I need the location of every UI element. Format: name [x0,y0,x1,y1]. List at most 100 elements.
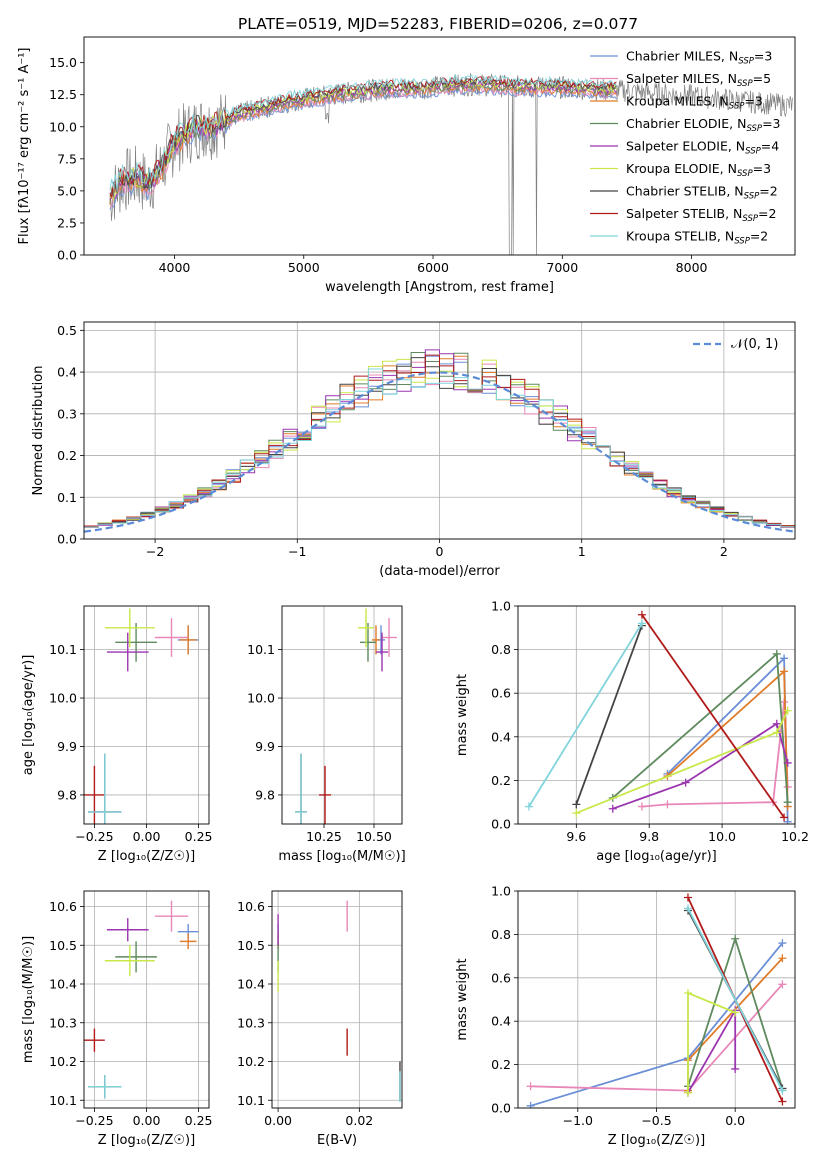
plot-marks [277,900,401,1103]
series-marker [783,798,792,807]
series-marker [780,654,789,663]
y-tick-label: 0.6 [491,686,511,701]
series-line [575,625,643,805]
x-tick-label: 0.00 [133,1113,161,1128]
series-marker [572,800,581,809]
x-tick-label: −1.0 [563,1113,593,1128]
point-kroupa-stelib [88,1075,122,1099]
y-tick-label: 10.5 [237,938,265,953]
chart-age-vs-mass: 10.25 10.50 9.8 9.9 10.0 10.1 mass [log₁₀(M/M☉… [247,605,406,864]
point-kroupa-stelib [88,753,122,824]
point-kroupa-miles [179,933,197,950]
x-tick-label: 0.00 [133,829,161,844]
series-marker [783,817,792,824]
y-tick-label: 12.5 [49,87,77,102]
x-tick-label: 0.0 [725,1113,745,1128]
x-tick-label: −0.25 [75,829,113,844]
y-tick-label: 0.4 [491,1014,511,1029]
series-marker [526,1101,535,1108]
x-axis-label: (data-model)/error [379,564,500,579]
y-tick-label: 10.1 [247,642,275,657]
point-salpeter-elodie [106,918,149,942]
series-marker [663,800,672,809]
x-tick-label: 9.6 [566,829,586,844]
series-line [528,622,643,808]
x-tick-label: 7000 [546,260,578,275]
y-tick-label: 0.4 [57,365,77,380]
series-marker [637,619,646,628]
legend-entry-chabrier-miles: Chabrier MILES, NSSP=3 [626,49,772,67]
x-tick-label: 0.00 [264,1113,292,1128]
series-kroupa-elodie [572,706,792,818]
point-kroupa-elodie [358,608,374,648]
series-marker [778,954,787,963]
y-tick-label: 0.2 [491,773,511,788]
y-tick-label: 2.5 [57,215,77,230]
y-tick-label: 10.4 [237,977,265,992]
y-axis-label: age [log₁₀(age/yr)] [21,655,36,776]
normal-curve [84,371,795,533]
legend-entry-salpeter-miles: Salpeter MILES, NSSP=5 [626,71,771,89]
y-tick-label: 7.5 [57,151,77,166]
point-salpeter-miles [154,618,189,657]
point-chabrier-elodie [115,622,157,662]
y-tick-label: 0.8 [491,927,511,942]
y-tick-label: 10.6 [237,899,265,914]
series-marker [772,728,781,737]
series-marker [772,719,781,728]
point-salpeter-stelib [84,1028,105,1052]
point-kroupa-stelib [295,753,307,824]
model-kroupa-stelib-line [109,74,617,192]
chart-weight-vs-Z: −1.0 −0.5 0.0 0.0 0.2 0.4 0.6 0.8 1.0 Z [log₁₀(Z/… [455,884,796,1148]
y-tick-label: 9.8 [255,787,275,802]
y-axis-label: mass weight [455,958,470,1040]
x-axis-label: mass [log₁₀(M/M☉)] [278,849,405,864]
axes-frame [281,605,403,825]
series-marker [683,988,692,997]
x-axis-label: wavelength [Angstrom, rest frame] [325,280,554,295]
figure-title: PLATE=0519, MJD=52283, FIBERID=0206, z=0… [238,15,638,33]
chart-mass-vs-ebv: 0.00 0.02 10.1 10.2 10.3 10.4 10.5 10.6 E(B-V) [237,890,403,1148]
y-tick-label: 0.0 [57,532,77,547]
series-marker [731,934,740,943]
series-marker [526,1082,535,1091]
legend: 𝒩(0, 1) [693,337,778,352]
series-kroupa-elodie [683,988,740,1097]
y-tick-label: 0.5 [57,323,77,338]
series-marker [772,649,781,658]
y-tick-label: 0.0 [491,1101,511,1116]
plot-marks [524,610,792,824]
hist-salpeter-stelib [84,354,795,527]
legend: Chabrier MILES, NSSP=3 Salpeter MILES, NS… [590,49,781,247]
legend-entry-chabrier-stelib: Chabrier STELIB, NSSP=2 [626,184,778,202]
y-tick-label: 0.0 [57,248,77,263]
x-tick-label: 6000 [417,260,449,275]
x-tick-label: 1 [578,544,586,559]
y-tick-label: 0.4 [491,729,511,744]
plot-marks [526,893,787,1108]
y-tick-label: 15.0 [49,55,77,70]
y-tick-label: 0.3 [57,406,77,421]
legend-entry-kroupa-elodie: Kroupa ELODIE, NSSP=3 [626,161,771,179]
y-tick-label: 0.2 [491,1057,511,1072]
x-tick-label: 10.0 [708,829,736,844]
x-axis-label: age [log₁₀(age/yr)] [596,849,717,864]
plot-area [518,606,795,824]
plot-area [282,606,402,824]
x-tick-label: 0.25 [185,1113,213,1128]
point-kroupa-elodie [104,608,155,648]
plot-marks [84,900,199,1099]
point-salpeter-stelib [319,765,331,824]
series-marker [783,706,792,715]
y-tick-label: 10.4 [49,977,77,992]
legend-entry-kroupa-miles: Kroupa MILES, NSSP=3 [626,94,763,112]
y-axis-label: mass [log₁₀(M/M☉)] [21,936,36,1063]
axes-frame [517,605,796,825]
y-tick-label: 10.6 [49,899,77,914]
legend-entry-salpeter-stelib: Salpeter STELIB, NSSP=2 [626,206,776,224]
x-tick-label: 8000 [676,260,708,275]
series-marker [683,1088,692,1097]
plot-area [272,891,402,1108]
point-chabrier-elodie [115,941,157,973]
series-marker [681,778,690,787]
